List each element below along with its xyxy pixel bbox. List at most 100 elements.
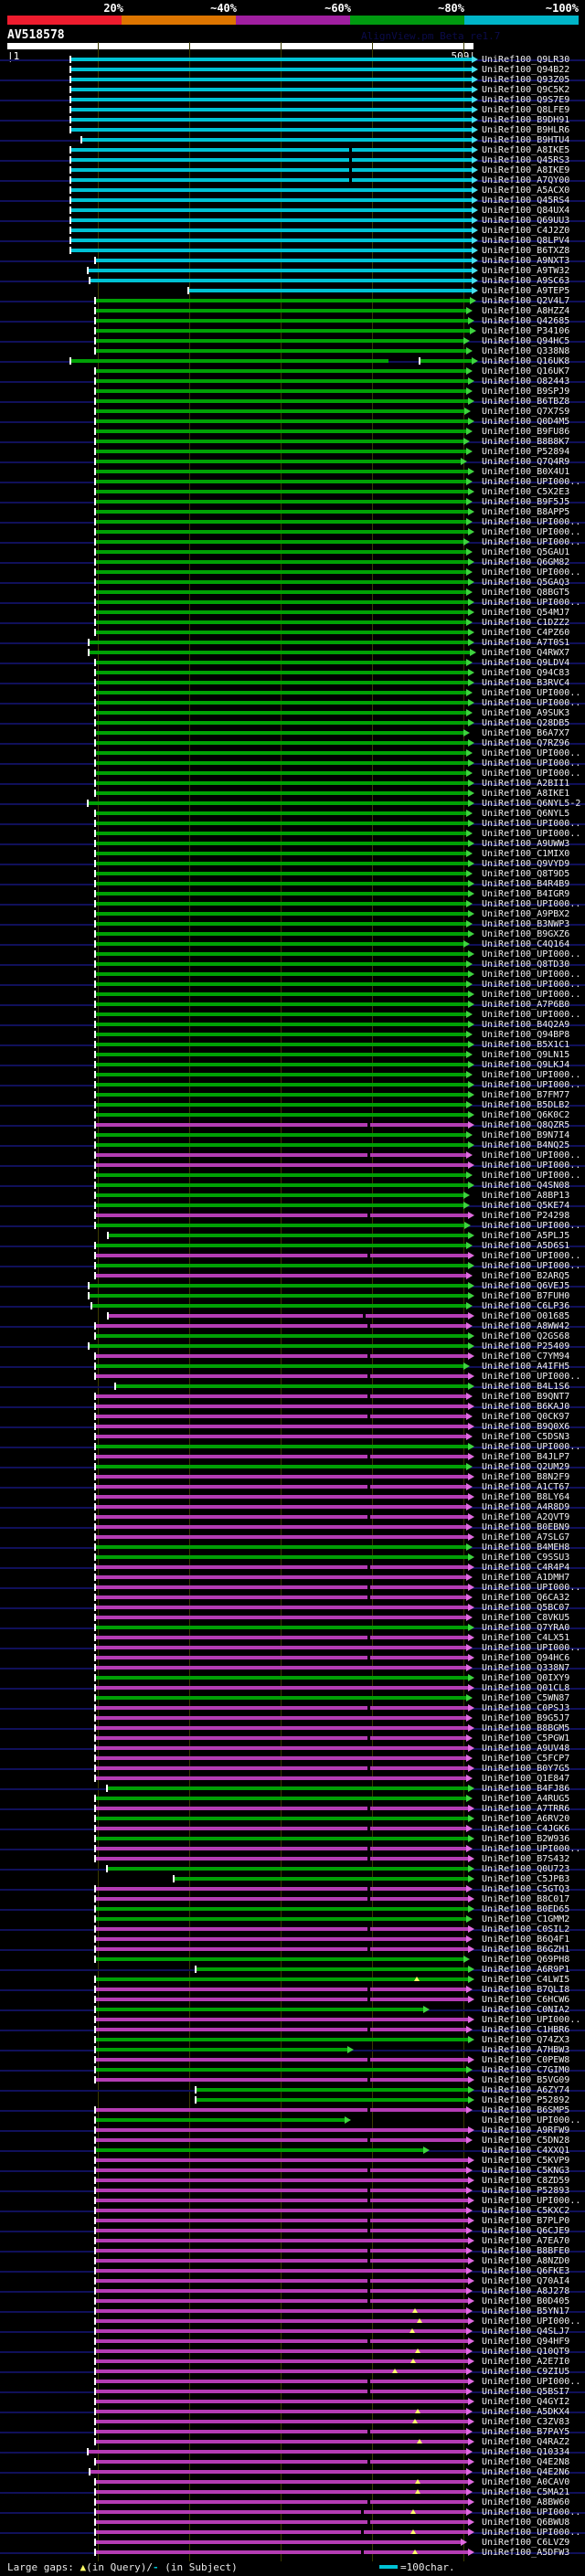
alignment-bar[interactable] — [95, 1626, 468, 1629]
hit-accession-label[interactable]: UniRef100_C5DSN3 — [482, 1432, 570, 1442]
hit-accession-label[interactable]: UniRef100_Q94HC6 — [482, 1653, 570, 1663]
hit-accession-label[interactable]: UniRef100_C9SSU3 — [482, 1553, 570, 1563]
alignment-bar[interactable] — [95, 1847, 466, 1850]
hit-accession-label[interactable]: UniRef100_B8APP5 — [482, 507, 570, 517]
hit-accession-label[interactable]: UniRef100_Q4GYI2 — [482, 2397, 570, 2407]
alignment-bar[interactable] — [95, 992, 468, 996]
hit-accession-label[interactable]: UniRef100_UPI000.. — [482, 2196, 581, 2206]
alignment-bar[interactable] — [95, 842, 468, 845]
hit-accession-label[interactable]: UniRef100_A9SC63 — [482, 276, 570, 286]
hit-accession-label[interactable]: UniRef100_A2BII1 — [482, 779, 570, 789]
alignment-bar[interactable] — [95, 2249, 466, 2253]
alignment-bar[interactable] — [95, 1354, 468, 1358]
alignment-bar[interactable] — [95, 1797, 466, 1800]
alignment-bar[interactable] — [95, 751, 466, 755]
alignment-bar[interactable] — [70, 198, 472, 202]
alignment-bar[interactable] — [95, 429, 466, 433]
hit-accession-label[interactable]: UniRef100_C5MA21 — [482, 2487, 570, 2497]
alignment-bar[interactable] — [95, 2410, 466, 2413]
hit-accession-label[interactable]: UniRef100_A9TW32 — [482, 266, 570, 276]
hit-accession-label[interactable]: UniRef100_B9Q0X6 — [482, 1422, 570, 1432]
alignment-bar[interactable] — [95, 1364, 463, 1368]
hit-accession-label[interactable]: UniRef100_A5PLJ5 — [482, 1231, 570, 1241]
alignment-bar[interactable] — [95, 259, 472, 262]
hit-accession-label[interactable]: UniRef100_B6TBZ8 — [482, 397, 570, 407]
alignment-bar[interactable] — [95, 872, 466, 875]
hit-accession-label[interactable]: UniRef100_UPI000.. — [482, 1583, 581, 1593]
alignment-bar[interactable] — [95, 1465, 466, 1468]
alignment-bar[interactable] — [95, 1565, 468, 1569]
hit-accession-label[interactable]: UniRef100_UPI000.. — [482, 949, 581, 959]
hit-accession-label[interactable]: UniRef100_C3ZV83 — [482, 2417, 570, 2427]
alignment-bar[interactable] — [70, 78, 472, 81]
alignment-bar[interactable] — [95, 2118, 345, 2122]
hit-accession-label[interactable]: UniRef100_Q8LFE9 — [482, 105, 570, 115]
alignment-bar[interactable] — [95, 2058, 468, 2062]
alignment-bar[interactable] — [95, 1957, 463, 1961]
alignment-bar[interactable] — [196, 2088, 468, 2092]
hit-accession-label[interactable]: UniRef100_Q10334 — [482, 2447, 570, 2457]
alignment-bar[interactable] — [95, 1023, 468, 1026]
hit-accession-label[interactable]: UniRef100_A4R8D9 — [482, 1502, 570, 1512]
alignment-bar[interactable] — [95, 1897, 468, 1901]
hit-accession-label[interactable]: UniRef100_B6Q4F1 — [482, 1935, 570, 1945]
hit-accession-label[interactable]: UniRef100_A5DFW3 — [482, 2548, 570, 2558]
hit-accession-label[interactable]: UniRef100_C1GMM2 — [482, 1914, 570, 1924]
hit-accession-label[interactable]: UniRef100_Q45RS3 — [482, 155, 570, 165]
hit-accession-label[interactable]: UniRef100_B7FUH0 — [482, 1291, 570, 1301]
hit-accession-label[interactable]: UniRef100_UPI000.. — [482, 477, 581, 487]
hit-accession-label[interactable]: UniRef100_B0X4U1 — [482, 467, 570, 477]
alignment-bar[interactable] — [95, 399, 468, 403]
hit-accession-label[interactable]: UniRef100_A9PBX2 — [482, 909, 570, 919]
hit-accession-label[interactable]: UniRef100_B9FU86 — [482, 427, 570, 437]
hit-accession-label[interactable]: UniRef100_B6TXZ8 — [482, 246, 570, 256]
alignment-bar[interactable] — [95, 1485, 466, 1489]
hit-accession-label[interactable]: UniRef100_UPI000.. — [482, 1372, 581, 1382]
hit-accession-label[interactable]: UniRef100_B4NQ25 — [482, 1140, 570, 1150]
alignment-bar[interactable] — [95, 882, 468, 885]
alignment-bar[interactable] — [95, 691, 466, 694]
alignment-bar[interactable] — [70, 118, 472, 122]
alignment-bar[interactable] — [95, 2178, 468, 2182]
hit-accession-label[interactable]: UniRef100_C4J2Z0 — [482, 226, 570, 236]
alignment-bar[interactable] — [89, 1344, 468, 1348]
hit-accession-label[interactable]: UniRef100_Q54MJ7 — [482, 608, 570, 618]
hit-accession-label[interactable]: UniRef100_P25409 — [482, 1341, 570, 1352]
alignment-bar[interactable] — [95, 1193, 463, 1197]
hit-accession-label[interactable]: UniRef100_B6GZH1 — [482, 1945, 570, 1955]
alignment-bar[interactable] — [95, 1012, 466, 1016]
alignment-bar[interactable] — [95, 1575, 466, 1579]
hit-accession-label[interactable]: UniRef100_Q69UU3 — [482, 216, 570, 226]
alignment-bar[interactable] — [95, 2390, 466, 2393]
alignment-bar[interactable] — [196, 1967, 468, 1971]
alignment-bar[interactable] — [70, 148, 472, 152]
alignment-bar[interactable] — [95, 1827, 466, 1830]
alignment-bar[interactable] — [95, 1415, 466, 1418]
alignment-bar[interactable] — [95, 460, 461, 463]
alignment-bar[interactable] — [95, 1726, 468, 1730]
alignment-bar[interactable] — [95, 2440, 468, 2443]
hit-accession-label[interactable]: UniRef100_C1HBR6 — [482, 2025, 570, 2035]
hit-accession-label[interactable]: UniRef100_Q4E2N8 — [482, 2457, 570, 2467]
alignment-bar[interactable] — [95, 1676, 468, 1680]
alignment-bar[interactable] — [95, 701, 468, 705]
hit-accession-label[interactable]: UniRef100_A5DKX4 — [482, 2407, 570, 2417]
alignment-bar[interactable] — [95, 1756, 466, 1760]
alignment-bar[interactable] — [95, 2148, 423, 2152]
hit-accession-label[interactable]: UniRef100_A7SLG7 — [482, 1532, 570, 1542]
alignment-bar[interactable] — [95, 510, 468, 514]
alignment-bar[interactable] — [95, 1264, 468, 1267]
alignment-bar[interactable] — [95, 1334, 468, 1338]
alignment-bar[interactable] — [95, 1907, 468, 1911]
hit-accession-label[interactable]: UniRef100_C8VKU5 — [482, 1613, 570, 1623]
hit-accession-label[interactable]: UniRef100_Q7RZ96 — [482, 738, 570, 748]
hit-accession-label[interactable]: UniRef100_B6A7X7 — [482, 728, 570, 738]
hit-accession-label[interactable]: UniRef100_B4JLP7 — [482, 1452, 570, 1462]
hit-accession-label[interactable]: UniRef100_Q9LN15 — [482, 1050, 570, 1060]
alignment-bar[interactable] — [107, 1786, 468, 1790]
hit-accession-label[interactable]: UniRef100_B4MEH8 — [482, 1542, 570, 1553]
alignment-bar[interactable] — [95, 2550, 468, 2554]
hit-accession-label[interactable]: UniRef100_C5WN87 — [482, 1693, 570, 1703]
alignment-bar[interactable] — [88, 269, 472, 272]
alignment-bar[interactable] — [95, 1173, 466, 1177]
